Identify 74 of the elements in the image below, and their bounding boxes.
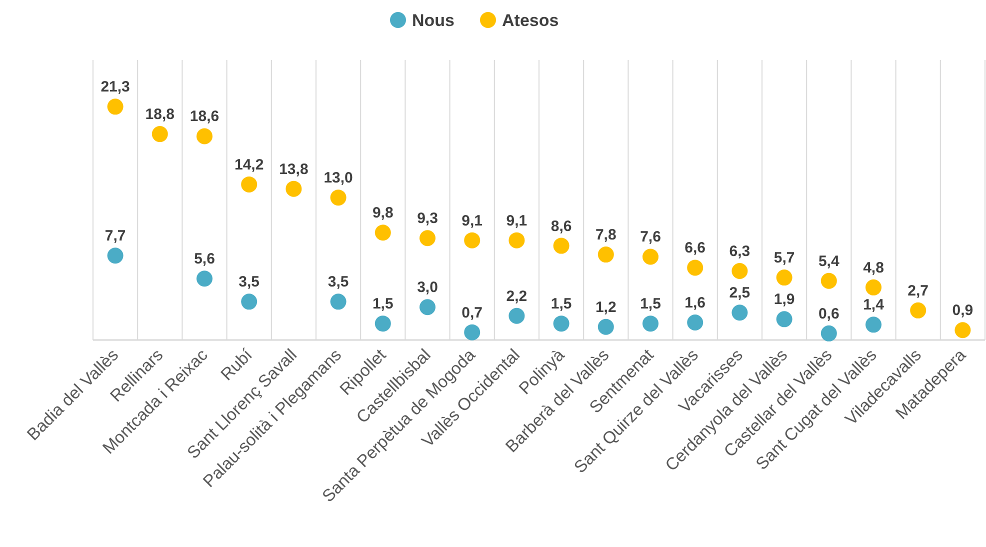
point — [776, 270, 792, 286]
data-label: 7,6 — [640, 228, 661, 246]
point — [598, 246, 614, 263]
data-label: 14,2 — [234, 156, 264, 174]
data-label: 18,8 — [145, 106, 174, 124]
legend-label: Nous — [412, 11, 454, 30]
data-label: 9,3 — [417, 210, 438, 228]
point — [910, 302, 926, 318]
point — [866, 316, 882, 333]
data-label: 4,8 — [863, 259, 884, 276]
data-label: 3,5 — [238, 274, 260, 291]
point — [732, 304, 748, 321]
point — [107, 98, 124, 115]
data-label: 2,2 — [506, 288, 528, 305]
point — [330, 294, 346, 310]
point — [508, 232, 525, 248]
data-label: 6,3 — [729, 242, 750, 260]
data-label: 5,6 — [194, 250, 215, 268]
data-label: 1,5 — [550, 296, 572, 313]
data-label: 0,6 — [818, 305, 840, 322]
data-label: 1,9 — [774, 291, 795, 308]
point — [196, 128, 212, 144]
point — [420, 299, 436, 316]
point — [866, 279, 882, 296]
point — [598, 318, 614, 335]
point — [152, 126, 168, 142]
point — [687, 260, 704, 276]
data-label: 2,7 — [908, 282, 929, 300]
point — [241, 176, 258, 192]
data-label: 9,8 — [372, 204, 394, 222]
data-label: 9,1 — [462, 212, 483, 230]
point — [553, 316, 570, 332]
data-label: 21,3 — [100, 78, 130, 96]
point — [196, 270, 212, 287]
point — [820, 272, 837, 289]
data-label: 0,9 — [952, 302, 974, 320]
point — [553, 238, 570, 254]
legend-label: Atesos — [502, 11, 559, 30]
data-label: 7,7 — [104, 228, 126, 245]
point — [820, 325, 837, 342]
point — [107, 248, 124, 264]
point — [374, 316, 391, 332]
point — [732, 262, 748, 279]
data-label: 1,5 — [372, 296, 394, 313]
data-label: 5,7 — [774, 250, 795, 267]
point — [508, 308, 525, 324]
point — [642, 248, 658, 265]
point — [330, 190, 346, 206]
point — [286, 180, 302, 197]
point — [642, 316, 658, 332]
point — [687, 314, 704, 330]
data-label: 1,5 — [640, 296, 661, 313]
data-label: 3,5 — [328, 274, 349, 291]
data-label: 6,6 — [684, 240, 706, 257]
data-label: 1,2 — [595, 298, 616, 316]
point — [374, 224, 391, 241]
point — [776, 311, 792, 328]
point — [420, 230, 436, 246]
data-label: 1,6 — [684, 294, 706, 312]
data-label: 18,6 — [190, 108, 220, 126]
point — [954, 322, 971, 338]
point — [241, 294, 258, 310]
point — [464, 232, 480, 248]
data-label: 1,4 — [863, 296, 885, 314]
data-label: 3,0 — [417, 279, 438, 296]
data-label: 8,6 — [550, 218, 572, 235]
data-label: 7,8 — [595, 226, 616, 244]
data-label: 13,0 — [324, 170, 353, 187]
data-label: 0,7 — [462, 304, 483, 322]
data-label: 9,1 — [506, 212, 528, 230]
data-label: 13,8 — [279, 160, 308, 178]
point — [464, 324, 480, 340]
data-label: 5,4 — [818, 252, 840, 270]
data-label: 2,5 — [729, 284, 750, 302]
